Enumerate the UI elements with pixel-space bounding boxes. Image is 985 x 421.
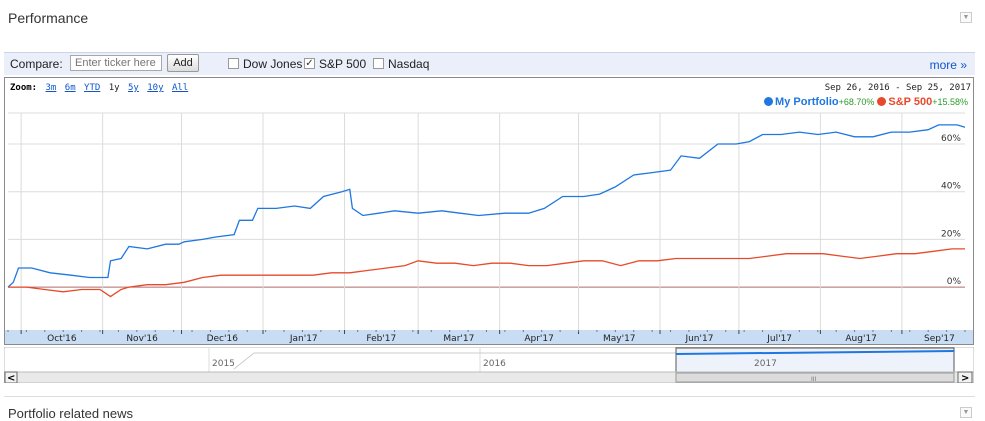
x-tick-label: Jul'17 <box>766 334 792 344</box>
sp500-legend-dot <box>877 97 887 106</box>
compare-label: Compare: <box>10 57 63 71</box>
dow-jones-checkbox[interactable] <box>228 58 239 69</box>
portfolio-legend-dot <box>764 97 774 106</box>
zoom-10y[interactable]: 10y <box>147 83 164 93</box>
sp500-checkbox[interactable]: ✓ <box>304 58 315 69</box>
portfolio-series-line <box>7 124 966 288</box>
chart-lines <box>7 124 966 298</box>
navigator-history-line <box>233 352 676 370</box>
y-tick-label: 60% <box>941 134 961 144</box>
y-tick-label: 20% <box>941 229 961 239</box>
date-range: Sep 26, 2016 - Sep 25, 2017 <box>824 83 971 93</box>
section-divider <box>4 396 975 397</box>
navigator-year-2017: 2017 <box>754 359 777 369</box>
zoom-ytd[interactable]: YTD <box>84 83 101 93</box>
sp500-legend-name[interactable]: S&P 500 <box>888 96 933 108</box>
nasdaq-label: Nasdaq <box>388 57 430 71</box>
y-tick-label: 0% <box>947 277 962 287</box>
scroll-right-button <box>957 371 973 383</box>
portfolio-legend-change: +68.70% <box>838 97 875 107</box>
scroll-right-arrow-icon: > <box>961 373 969 383</box>
zoom-3m[interactable]: 3m <box>45 83 57 93</box>
ticker-input[interactable] <box>70 55 162 71</box>
more-link[interactable]: more » <box>929 58 967 72</box>
x-tick-label: Oct'16 <box>47 334 77 344</box>
y-axis-labels: 0% 20% 40% 60% <box>941 134 961 287</box>
x-tick-label: Sep'17 <box>924 334 955 344</box>
section-title: Performance <box>8 10 89 26</box>
sp500-series-line <box>8 248 965 298</box>
scroll-left-button <box>4 371 18 383</box>
x-tick-label: Jun'17 <box>684 334 713 344</box>
x-tick-label: May'17 <box>603 334 636 344</box>
y-tick-label: 40% <box>941 182 961 192</box>
sp500-legend-change: +15.58% <box>932 97 968 107</box>
x-tick-label: Nov'16 <box>126 334 158 344</box>
navigator-year-2015: 2015 <box>212 359 235 369</box>
navigator-scroll-thumb <box>675 372 955 383</box>
x-tick-label: Apr'17 <box>524 334 554 344</box>
portfolio-legend-name[interactable]: My Portfolio <box>775 96 839 108</box>
zoom-bar: Zoom: 3m 6m YTD 1y 5y 10y All <box>10 83 188 93</box>
x-tick-label: Mar'17 <box>443 334 474 344</box>
compare-bar: Compare: Add Dow Jones ✓ S&P 500 Nasdaq … <box>4 52 975 75</box>
zoom-label: Zoom: <box>10 83 38 93</box>
news-section-title: Portfolio related news <box>8 406 134 421</box>
news-collapse-icon[interactable]: ▼ <box>960 407 972 418</box>
scroll-thumb-grip: III <box>811 376 817 383</box>
zoom-6m[interactable]: 6m <box>64 83 76 93</box>
legend: My Portfolio+68.70% S&P 500+15.58% <box>764 96 971 108</box>
zoom-5y[interactable]: 5y <box>128 83 139 93</box>
navigator-year-2016: 2016 <box>483 359 506 369</box>
chart-frame <box>4 77 974 345</box>
x-axis-band <box>5 330 973 344</box>
range-navigator[interactable]: III 2015 2016 2017 < > <box>4 347 974 383</box>
zoom-1y[interactable]: 1y <box>108 83 120 93</box>
dow-jones-label: Dow Jones <box>243 57 303 71</box>
zoom-all[interactable]: All <box>171 83 189 93</box>
x-tick-label: Aug'17 <box>845 334 877 344</box>
add-button[interactable]: Add <box>167 54 199 72</box>
scroll-left-arrow-icon: < <box>7 373 15 383</box>
x-tick-label: Jan'17 <box>289 334 318 344</box>
navigator-series-line <box>675 350 955 355</box>
x-tick-label: Dec'16 <box>207 334 239 344</box>
x-axis: Oct'16 Nov'16 Dec'16 Jan'17 Feb'17 Mar'17 Apr'… <box>5 330 973 344</box>
x-tick-label: Feb'17 <box>366 334 396 344</box>
navigator-scrollbar <box>4 371 974 383</box>
collapse-icon[interactable]: ▼ <box>960 12 972 23</box>
nasdaq-checkbox[interactable] <box>373 58 384 69</box>
sp500-label: S&P 500 <box>319 57 367 71</box>
chart-grid <box>8 112 965 330</box>
